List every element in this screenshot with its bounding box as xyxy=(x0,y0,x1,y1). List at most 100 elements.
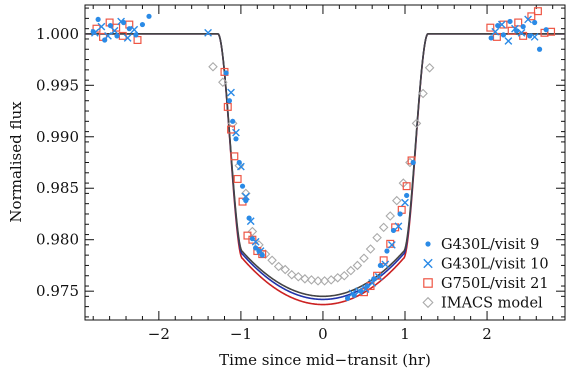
data-point-circle xyxy=(120,19,127,26)
data-point-circle xyxy=(536,46,543,52)
data-point-x xyxy=(504,37,513,45)
legend-label: IMACS model xyxy=(441,296,543,312)
data-point-diamond xyxy=(418,88,428,99)
data-point-circle xyxy=(513,28,520,34)
data-point-circle xyxy=(243,197,249,204)
model-curve xyxy=(85,33,565,298)
data-point-circle xyxy=(146,13,152,19)
data-point-circle xyxy=(226,98,233,104)
data-point-diamond xyxy=(411,118,422,129)
data-point-x xyxy=(241,192,250,201)
data-point-diamond xyxy=(313,276,323,286)
data-point-circle xyxy=(233,136,239,142)
data-point-x xyxy=(491,27,500,36)
data-point-square xyxy=(133,35,142,44)
data-point-circle xyxy=(507,18,513,25)
data-point-diamond xyxy=(392,195,402,206)
data-point-circle xyxy=(107,22,114,29)
y-tick-label: 0.980 xyxy=(36,231,79,249)
tick-labels: −2 −1 0 1 2 1.000 0.995 0.990 0.985 0.980 0.975 xyxy=(36,25,492,343)
data-point-circle xyxy=(246,215,252,221)
data-point-circle xyxy=(256,248,262,254)
data-point-circle xyxy=(543,27,549,33)
data-point-circle xyxy=(259,252,265,258)
y-tick-label: 0.985 xyxy=(36,179,79,197)
data-point-circle xyxy=(133,32,139,38)
data-point-diamond xyxy=(372,232,382,243)
data-point-diamond xyxy=(422,296,434,309)
data-point-diamond xyxy=(286,269,297,280)
data-point-square xyxy=(223,102,232,111)
x-tick-label: 0 xyxy=(318,325,328,343)
axis-ticks xyxy=(85,5,565,320)
x-axis-label: Time since mid−transit (hr) xyxy=(219,351,431,369)
data-points xyxy=(90,7,556,301)
data-point-square xyxy=(227,125,236,134)
data-point-circle xyxy=(239,183,246,189)
data-point-diamond xyxy=(293,271,304,282)
data-point-circle xyxy=(527,33,533,39)
legend-label: G430L/visit 10 xyxy=(441,257,549,273)
data-point-circle xyxy=(364,283,370,289)
data-point-circle xyxy=(404,192,410,199)
data-point-circle xyxy=(114,33,120,39)
data-point-x xyxy=(97,22,106,31)
data-point-diamond xyxy=(273,261,284,272)
data-point-circle xyxy=(253,245,259,251)
data-point-circle xyxy=(425,241,431,247)
y-tick-label: 0.995 xyxy=(36,76,79,94)
data-point-square xyxy=(230,152,239,161)
y-axis-label: Normalised flux xyxy=(7,101,25,223)
data-point-circle xyxy=(102,37,108,43)
data-point-circle xyxy=(236,159,242,166)
legend-label: G430L/visit 9 xyxy=(441,237,539,253)
data-point-square xyxy=(486,23,495,32)
data-point-x xyxy=(530,33,539,41)
data-point-circle xyxy=(95,16,101,23)
data-point-circle xyxy=(397,211,403,217)
data-point-circle xyxy=(384,248,390,254)
data-point-square xyxy=(112,23,121,32)
data-point-square xyxy=(423,278,433,288)
data-point-square xyxy=(233,174,242,183)
data-point-x xyxy=(381,260,390,269)
data-point-x xyxy=(232,128,240,137)
data-point-circle xyxy=(371,276,377,282)
data-point-diamond xyxy=(208,61,218,72)
plot-frame xyxy=(84,4,566,321)
model-curves xyxy=(85,33,565,306)
data-point-diamond xyxy=(227,118,238,129)
data-point-x xyxy=(423,258,433,269)
data-point-circle xyxy=(139,21,146,28)
data-point-diamond xyxy=(267,255,277,266)
legend-label: G750L/visit 21 xyxy=(441,276,549,292)
data-point-circle xyxy=(249,236,255,242)
data-point-diamond xyxy=(352,260,363,271)
data-point-square xyxy=(519,31,528,40)
data-point-x xyxy=(394,222,403,231)
data-point-x xyxy=(374,272,383,281)
data-point-diamond xyxy=(280,264,290,275)
x-tick-label: 2 xyxy=(482,325,492,343)
data-point-square xyxy=(527,12,536,21)
data-point-circle xyxy=(520,24,526,30)
data-point-diamond xyxy=(424,63,435,73)
data-point-x xyxy=(204,28,212,37)
data-point-circle xyxy=(500,32,507,38)
data-point-diamond xyxy=(339,270,350,281)
data-point-diamond xyxy=(365,244,376,254)
data-point-diamond xyxy=(359,253,369,264)
data-point-circle xyxy=(90,29,96,35)
x-tick-label: 1 xyxy=(400,325,410,343)
data-point-circle xyxy=(377,262,383,269)
data-point-diamond xyxy=(378,222,389,233)
data-point-square xyxy=(402,182,411,191)
data-point-circle xyxy=(410,159,416,166)
data-point-diamond xyxy=(346,265,356,276)
data-point-diamond xyxy=(300,274,310,284)
data-point-x xyxy=(401,198,409,207)
data-point-circle xyxy=(390,227,397,234)
data-point-circle xyxy=(126,26,132,32)
legend: G430L/visit 9 G430L/visit 10 G750L/visit 2… xyxy=(422,237,549,312)
